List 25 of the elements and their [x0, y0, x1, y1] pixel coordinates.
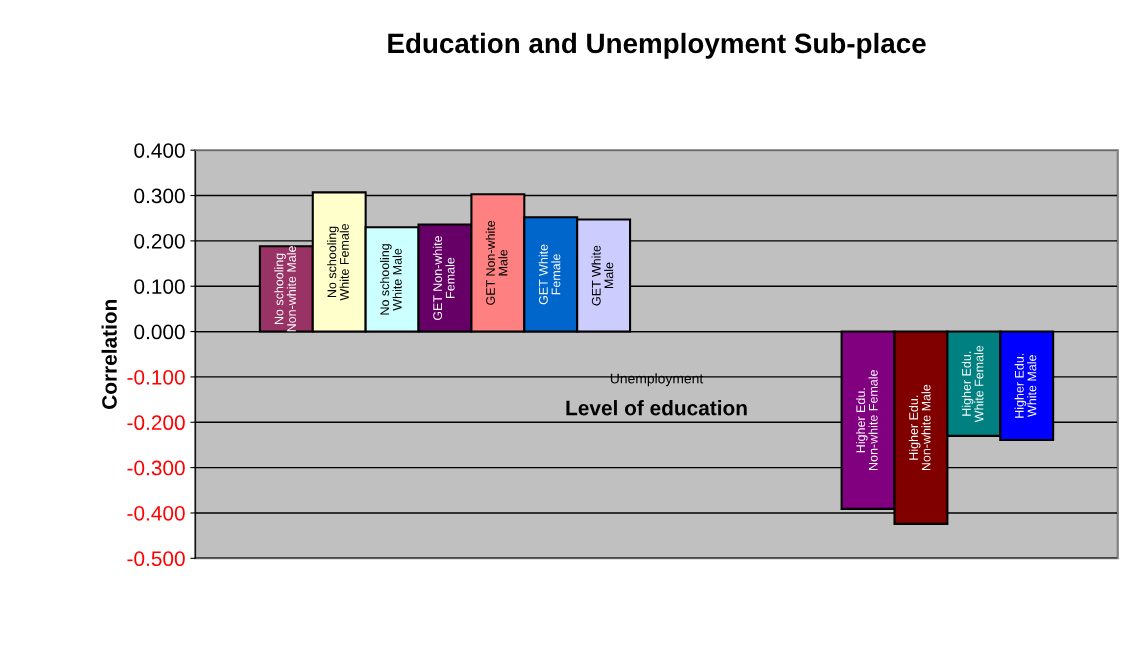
series-label: No schooling White Female [327, 223, 349, 301]
series-label: Higher Edu. White Male [1014, 353, 1037, 418]
y-tick-label: -0.400 [127, 505, 185, 521]
series-label: GET White Male [591, 245, 614, 306]
series-label: No schooling White Male [379, 244, 402, 315]
series-label: Higher Edu. White Female [961, 345, 984, 423]
series-label: Higher Edu. Non-white Male [908, 384, 931, 471]
series-label: Higher Edu. Non-white Female [855, 370, 878, 470]
y-tick-label: -0.500 [127, 551, 185, 567]
y-tick-label: 0.100 [134, 279, 185, 294]
y-axis-title: Correlation [101, 299, 117, 409]
series-label: GET Non-white Male [485, 220, 508, 305]
series-label: No schooling Non-white Male [274, 246, 296, 332]
y-tick-label: -0.300 [127, 460, 185, 476]
series-label: GET White Female [538, 244, 561, 305]
y-tick-label: 0.400 [134, 143, 185, 158]
y-tick-label: -0.200 [127, 415, 185, 431]
y-tick-label: 0.000 [134, 324, 185, 340]
chart-title: Education and Unemployment Sub-place [388, 32, 926, 59]
y-tick-label: 0.200 [134, 233, 185, 249]
y-tick-label: -0.100 [127, 369, 185, 385]
x-tick-label: Unemployment [610, 373, 704, 387]
y-tick-label: 0.300 [134, 188, 185, 204]
series-label: GET Non-white Female [432, 236, 455, 321]
x-axis-title: Level of education [566, 400, 747, 416]
